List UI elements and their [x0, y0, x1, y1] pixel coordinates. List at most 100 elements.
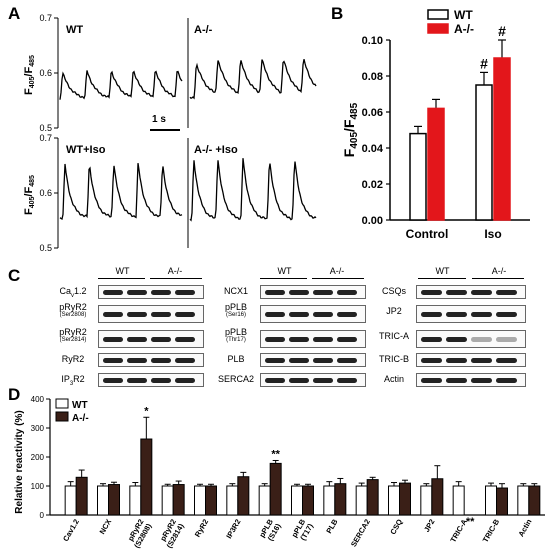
- a-ylabel-top: F405/F485: [23, 55, 36, 95]
- blot1-label: RyR2: [61, 354, 85, 364]
- a-ylabel-bottom: F405/F485: [23, 175, 36, 215]
- panel-a-traces: 0.7 0.6 0.5 0.7 0.6 0.5 F405/F485 F405/F…: [23, 13, 317, 253]
- blot-strip: [98, 330, 204, 348]
- d-bar: [75, 476, 88, 516]
- blot-strip: [260, 330, 366, 348]
- trace-ko: [189, 59, 317, 100]
- blot-strip: [416, 353, 526, 367]
- blot-strip: [98, 285, 204, 299]
- blot3-label: Actin: [383, 374, 404, 384]
- d-xtick-label: TRIC-B: [481, 517, 502, 544]
- d-bar: [366, 479, 379, 516]
- d-bar: [226, 485, 239, 516]
- d-bar: [355, 485, 368, 516]
- d-bar: [108, 484, 120, 516]
- d-bar: [302, 485, 314, 516]
- d-xtick-label: pRyR2(S2814): [158, 518, 186, 550]
- blot2-label: pPLB (Thr17): [224, 327, 248, 344]
- d-xtick-label: SERCA2: [349, 518, 372, 549]
- blot-strip: [260, 285, 366, 299]
- blot3-label: CSQs: [381, 286, 406, 296]
- blot2-label: pPLB (Ser16): [224, 302, 248, 319]
- d-bar: [485, 485, 497, 516]
- d-ytick-label: 300: [31, 424, 45, 433]
- blot-strip: [260, 353, 366, 367]
- blot-strip: [260, 373, 366, 387]
- trace-label-ko-iso: A-/- +Iso: [194, 144, 238, 156]
- d-bar: [528, 485, 541, 516]
- b-ytick-label: 0.00: [362, 215, 383, 227]
- d-bar: [291, 485, 303, 516]
- panel-label-b: B: [331, 4, 344, 23]
- panel-label-d: D: [8, 385, 21, 404]
- d-xtick-label: pRyR2(S2808): [126, 518, 154, 550]
- d-bar: [205, 485, 217, 516]
- blot-strip: [416, 305, 526, 323]
- svg-text:JP2: JP2: [422, 518, 436, 534]
- a-ytick-bot-2: 0.5: [39, 243, 52, 253]
- b-bar: [493, 57, 511, 221]
- d-bar: [140, 438, 153, 516]
- b-legend-swatch: [427, 23, 449, 34]
- d-ytick-label: 0: [40, 511, 45, 520]
- d-legend-swatch: [55, 398, 69, 409]
- blot1-label: Cav1.2: [59, 286, 87, 299]
- d-xtick-label: Actin: [516, 517, 533, 538]
- b-legend-label: A-/-: [454, 22, 474, 36]
- svg-text:RyR2: RyR2: [193, 518, 210, 539]
- b-legend-label: WT: [454, 8, 473, 22]
- svg-text:Actin: Actin: [516, 517, 533, 538]
- blot-strip: [98, 353, 204, 367]
- blot-strip: [260, 305, 366, 323]
- a-ytick-bot-1: 0.5: [39, 123, 52, 133]
- svg-text:TRIC-B: TRIC-B: [481, 517, 502, 544]
- d-bar: [388, 485, 400, 516]
- c1-group-wt: WT: [115, 266, 130, 276]
- svg-text:Cav1.2: Cav1.2: [61, 518, 81, 543]
- trace-label-wt-iso: WT+Iso: [66, 144, 106, 156]
- d-legend-label: WT: [72, 400, 88, 411]
- d-xtick-label: RyR2: [193, 518, 210, 539]
- trace-label-wt: WT: [66, 24, 83, 36]
- d-bar: [172, 484, 185, 516]
- panel-c-blots: WT A-/- WT A-/- WT A-/- Cav1.2 pRyR2 (Ser2…: [0, 262, 550, 387]
- d-ytick-label: 200: [31, 453, 45, 462]
- d-xtick-label: pPLB(T17): [290, 517, 316, 542]
- b-ytick-label: 0.04: [362, 143, 384, 155]
- b-ytick-label: 0.02: [362, 179, 383, 191]
- blot1-label: IP3R2: [61, 374, 85, 387]
- d-bar: [452, 485, 465, 516]
- d-bar: [334, 483, 347, 516]
- d-legend-swatch: [55, 411, 69, 422]
- a-ytick-top-2: 0.7: [39, 133, 52, 143]
- d-xtick-label: IP3R2: [224, 518, 242, 541]
- trace-label-ko: A-/-: [194, 24, 213, 36]
- panel-label-a: A: [8, 4, 21, 23]
- d-bar: [97, 485, 109, 516]
- trace-wt-iso: [59, 163, 183, 221]
- b-legend-swatch: [427, 9, 449, 20]
- blot-strip: [416, 373, 526, 387]
- c3-group-ko: A-/-: [491, 266, 507, 276]
- d-xtick-label: JP2: [422, 518, 436, 534]
- c3-group-wt: WT: [435, 266, 450, 276]
- d-ytick-label: 100: [31, 482, 45, 491]
- c2-group-ko: A-/-: [329, 266, 345, 276]
- c2-group-wt: WT: [277, 266, 292, 276]
- b-ytick-label: 0.10: [362, 35, 383, 47]
- svg-text:PLB: PLB: [324, 517, 340, 535]
- blot-strip: [416, 285, 526, 299]
- svg-text:NCX: NCX: [98, 518, 114, 536]
- trace-ko-iso: [189, 158, 317, 222]
- panel-b-chart: 0.00 0.02 0.04 0.06 0.08 0.10 F405/F485 Control…: [341, 8, 530, 241]
- d-bar: [194, 485, 206, 516]
- a-ytick-mid-1: 0.6: [39, 68, 52, 78]
- d-xtick-label: Cav1.2: [61, 518, 81, 543]
- blot2-label: PLB: [227, 354, 245, 364]
- d-annotation: **: [271, 448, 280, 460]
- svg-text:IP3R2: IP3R2: [224, 518, 242, 541]
- d-xtick-label: PLB: [324, 517, 340, 535]
- scale-bar-label: 1 s: [152, 114, 166, 125]
- d-bar: [323, 485, 336, 516]
- d-bar: [399, 482, 411, 516]
